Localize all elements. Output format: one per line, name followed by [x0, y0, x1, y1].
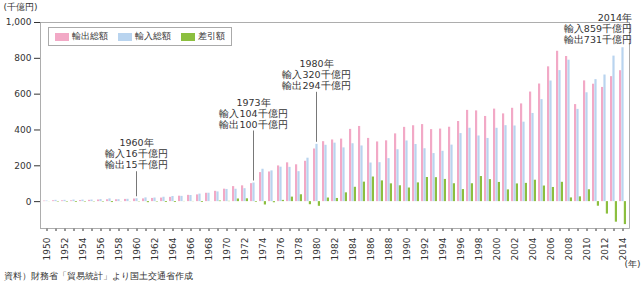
- svg-text:2000: 2000: [492, 237, 502, 260]
- html-text:差引額: 差引額: [198, 31, 225, 41]
- svg-text:1956: 1956: [96, 237, 106, 260]
- svg-text:(年): (年): [624, 259, 640, 269]
- svg-text:1986: 1986: [366, 237, 376, 260]
- svg-text:2012: 2012: [600, 238, 610, 261]
- svg-text:2002: 2002: [510, 238, 520, 261]
- svg-text:1976: 1976: [276, 237, 286, 260]
- html-text:資料）財務省「貿易統計」より国土交通省作成: 資料）財務省「貿易統計」より国土交通省作成: [4, 271, 193, 281]
- svg-text:1960年輸入16千億円輸出15千億円: 1960年輸入16千億円輸出15千億円: [105, 137, 167, 170]
- svg-text:1970: 1970: [222, 237, 232, 260]
- html-text:輸入総額: 輸入総額: [135, 31, 171, 41]
- svg-text:1972: 1972: [240, 238, 250, 261]
- svg-text:1980年輸入320千億円輸出294千億円: 1980年輸入320千億円輸出294千億円: [282, 58, 350, 91]
- svg-text:1,000: 1,000: [6, 17, 32, 27]
- svg-text:1966: 1966: [186, 237, 196, 260]
- svg-text:2008: 2008: [564, 237, 574, 260]
- svg-text:1996: 1996: [456, 237, 466, 260]
- svg-text:1950: 1950: [42, 237, 52, 260]
- svg-text:1968: 1968: [204, 237, 214, 260]
- svg-text:1962: 1962: [150, 238, 160, 261]
- svg-text:1992: 1992: [420, 238, 430, 261]
- svg-text:1980: 1980: [312, 237, 322, 260]
- svg-text:1988: 1988: [384, 237, 394, 260]
- svg-text:600: 600: [14, 89, 31, 99]
- svg-text:1958: 1958: [114, 237, 124, 260]
- svg-text:800: 800: [14, 53, 31, 63]
- svg-text:1978: 1978: [294, 237, 304, 260]
- svg-text:2014: 2014: [618, 237, 628, 260]
- html-text:輸出総額: 輸出総額: [72, 31, 108, 41]
- svg-text:2004: 2004: [528, 237, 538, 260]
- svg-text:1982: 1982: [330, 238, 340, 261]
- svg-text:1998: 1998: [474, 237, 484, 260]
- svg-text:1974: 1974: [258, 237, 268, 260]
- svg-text:1960: 1960: [132, 237, 142, 260]
- svg-text:1973年輸入104千億円輸出100千億円: 1973年輸入104千億円輸出100千億円: [219, 97, 287, 130]
- svg-text:200: 200: [14, 161, 31, 171]
- svg-text:2006: 2006: [546, 237, 556, 260]
- svg-text:1964: 1964: [168, 237, 178, 260]
- svg-text:400: 400: [14, 125, 31, 135]
- svg-text:0: 0: [26, 197, 32, 207]
- svg-text:2010: 2010: [582, 237, 592, 260]
- svg-text:1990: 1990: [402, 237, 412, 260]
- svg-text:1954: 1954: [78, 237, 88, 260]
- svg-text:2014年輸入859千億円輸出731千億円: 2014年輸入859千億円輸出731千億円: [564, 12, 632, 45]
- svg-text:1984: 1984: [348, 237, 358, 260]
- svg-text:(千億円): (千億円): [4, 2, 38, 12]
- svg-text:1952: 1952: [60, 238, 70, 261]
- svg-text:1994: 1994: [438, 237, 448, 260]
